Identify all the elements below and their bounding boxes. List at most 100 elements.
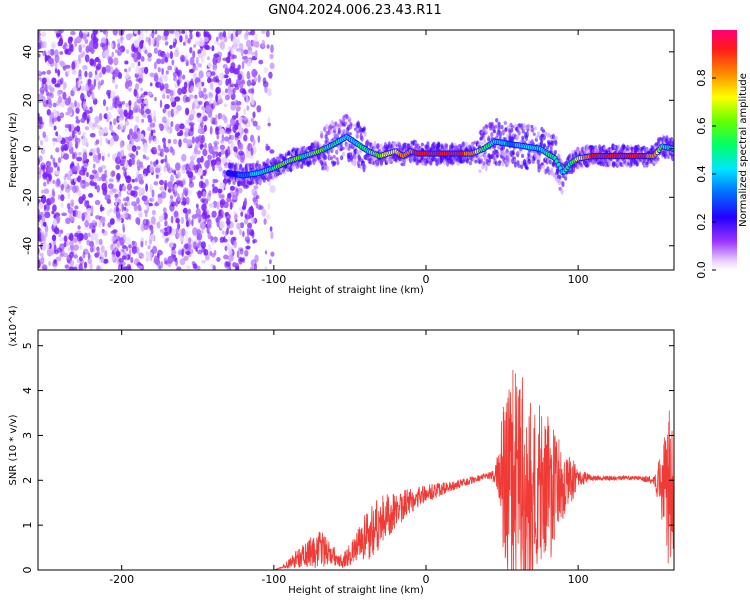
noise-speckle: [52, 179, 55, 185]
snr-xtick-label: 100: [568, 573, 589, 586]
noise-speckle: [53, 259, 57, 264]
noise-speckle: [188, 122, 195, 127]
noise-speckle: [164, 41, 169, 46]
noise-speckle: [160, 191, 167, 199]
noise-speckle: [135, 78, 141, 82]
noise-speckle: [153, 258, 160, 264]
noise-speckle: [206, 101, 211, 106]
noise-speckle: [215, 93, 219, 103]
ridge-halo: [642, 145, 646, 151]
noise-speckle: [175, 162, 181, 171]
noise-speckle: [138, 211, 143, 217]
ridge-halo: [548, 159, 552, 165]
noise-speckle: [44, 230, 48, 238]
noise-speckle: [154, 30, 158, 35]
noise-speckle: [47, 165, 51, 174]
noise-speckle: [192, 102, 195, 111]
noise-speckle: [238, 141, 242, 149]
ridge-halo: [353, 160, 357, 167]
noise-speckle: [203, 87, 207, 94]
noise-speckle: [122, 197, 128, 202]
noise-speckle: [74, 246, 78, 251]
noise-speckle: [210, 81, 213, 90]
noise-speckle: [169, 96, 175, 103]
ridge-halo: [494, 161, 498, 167]
noise-speckle: [198, 100, 203, 105]
noise-speckle: [75, 107, 80, 114]
noise-speckle: [185, 265, 191, 270]
noise-speckle: [267, 202, 270, 210]
noise-speckle: [172, 41, 176, 49]
noise-speckle: [53, 125, 57, 131]
noise-speckle: [118, 117, 123, 122]
noise-speckle: [115, 200, 118, 206]
noise-speckle: [103, 126, 108, 134]
noise-speckle: [59, 253, 64, 258]
noise-speckle: [100, 245, 105, 254]
ridge-halo: [517, 164, 521, 169]
noise-speckle: [238, 256, 243, 265]
noise-speckle: [147, 52, 153, 58]
noise-speckle: [230, 47, 235, 54]
spectrogram-xtick-label: 100: [568, 273, 589, 286]
noise-speckle: [58, 232, 62, 238]
noise-speckle: [140, 93, 145, 98]
noise-speckle: [159, 179, 164, 186]
noise-speckle: [67, 36, 73, 45]
noise-speckle: [191, 218, 194, 227]
noise-speckle: [251, 68, 258, 78]
ridge-halo: [533, 126, 537, 131]
noise-speckle: [224, 261, 229, 269]
spectrogram-heatmap: [38, 30, 674, 270]
noise-speckle: [190, 85, 195, 92]
noise-speckle: [212, 178, 216, 184]
noise-speckle: [137, 219, 141, 226]
noise-speckle: [44, 211, 51, 219]
noise-speckle: [40, 256, 45, 265]
noise-speckle: [96, 125, 101, 129]
ridge-halo: [585, 163, 589, 168]
noise-speckle: [149, 233, 155, 241]
ridge-halo: [521, 135, 525, 140]
noise-speckle: [149, 164, 155, 174]
noise-speckle: [188, 30, 193, 33]
noise-speckle: [234, 67, 240, 75]
noise-speckle: [82, 32, 87, 42]
noise-speckle: [75, 59, 80, 68]
ridge-halo: [341, 146, 345, 150]
noise-speckle: [93, 78, 97, 88]
noise-speckle: [157, 196, 163, 205]
colorbar-tick-label: 0.6: [695, 117, 708, 135]
noise-speckle: [126, 49, 130, 54]
noise-speckle: [174, 30, 180, 40]
noise-speckle: [217, 112, 223, 120]
noise-speckle: [226, 218, 231, 226]
noise-speckle: [136, 99, 142, 104]
noise-speckle: [135, 65, 140, 75]
ridge-halo: [484, 128, 488, 134]
noise-speckle: [215, 217, 219, 223]
noise-speckle: [136, 197, 140, 205]
ridge-halo: [428, 160, 432, 165]
noise-speckle: [84, 182, 90, 187]
noise-speckle: [118, 258, 124, 263]
noise-speckle: [101, 66, 107, 75]
ridge-halo: [341, 151, 346, 157]
noise-speckle: [169, 51, 173, 60]
ridge-halo: [497, 121, 501, 128]
ridge-halo: [287, 151, 291, 156]
noise-speckle: [125, 208, 129, 213]
noise-speckle: [227, 145, 230, 153]
noise-speckle: [111, 254, 115, 262]
ridge-halo: [255, 162, 259, 168]
noise-speckle: [212, 200, 218, 208]
noise-speckle: [38, 93, 44, 100]
colorbar-ticks: 0.00.20.40.60.8: [695, 69, 716, 279]
noise-speckle: [164, 220, 168, 227]
noise-speckle: [229, 230, 234, 236]
noise-speckle: [209, 95, 212, 105]
noise-speckle: [177, 197, 183, 202]
noise-speckle: [235, 112, 239, 119]
ridge-halo: [420, 142, 424, 147]
ridge-halo: [617, 144, 621, 151]
